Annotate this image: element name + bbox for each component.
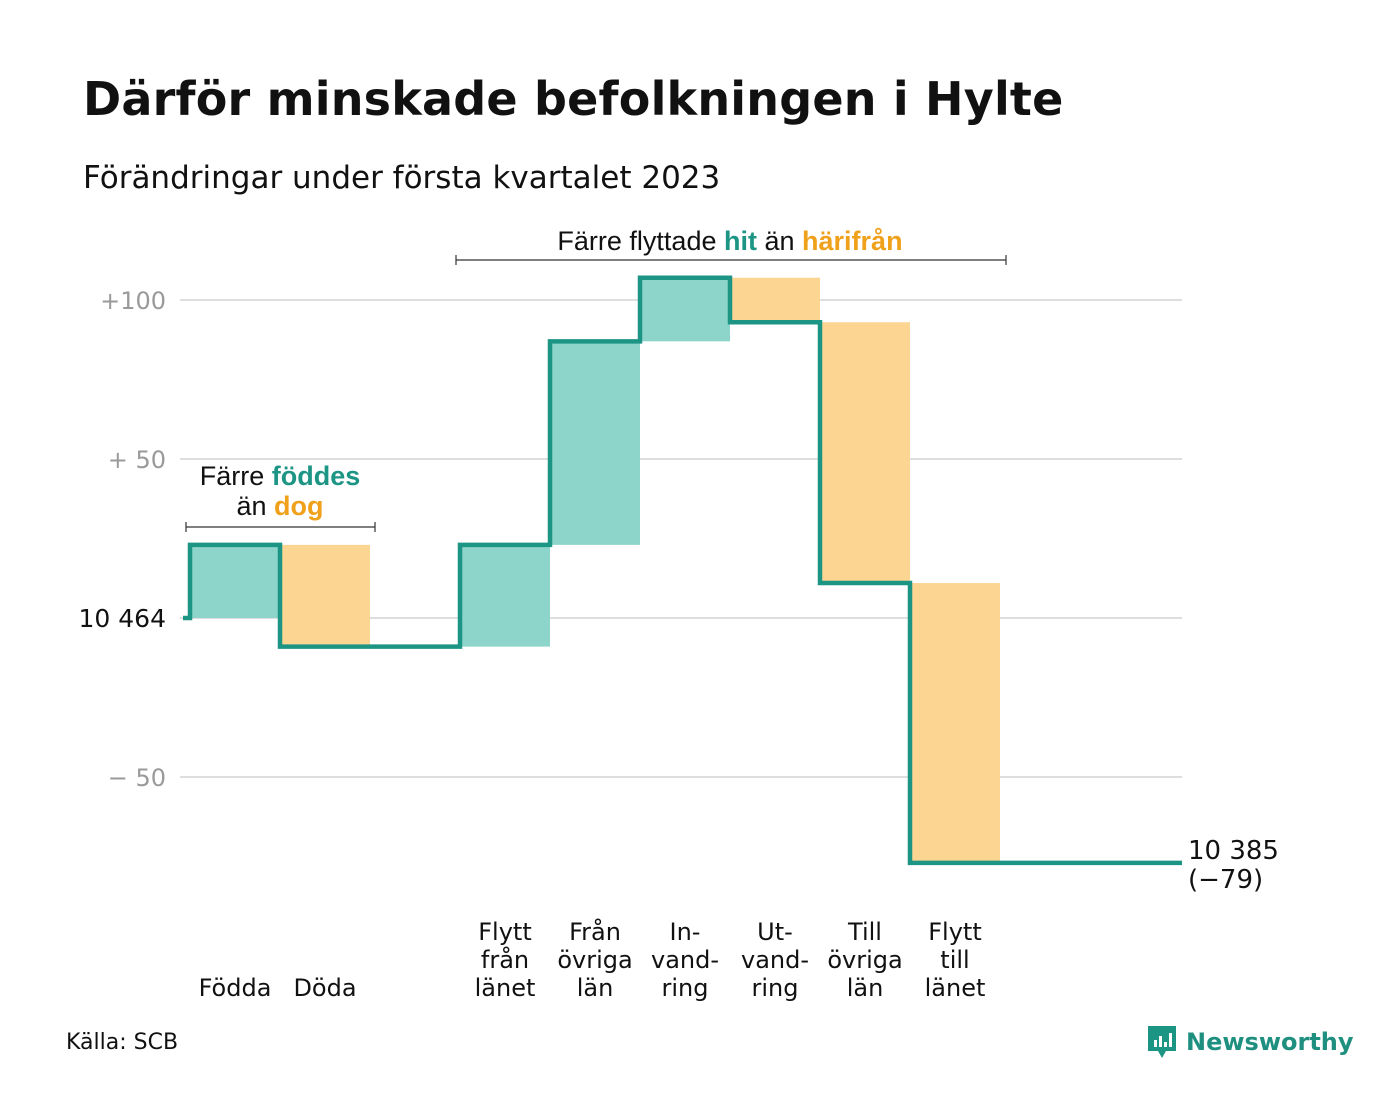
migration-annotation: Färre flyttade hit än härifrån: [557, 226, 902, 256]
end-value-label: 10 385(−79): [1188, 836, 1279, 895]
x-axis-label: Från: [569, 917, 621, 946]
gridlines: [180, 299, 1182, 778]
migration-bracket: [455, 255, 1007, 265]
x-axis-label: länet: [475, 974, 536, 1002]
bar: [910, 583, 1000, 863]
y-tick-label: 10 464: [79, 604, 166, 633]
bar: [820, 322, 910, 584]
births-annotation-line1: Färre föddes: [200, 461, 361, 491]
bars: [190, 277, 1000, 863]
x-axis-label: Döda: [293, 974, 356, 1002]
x-axis-label: länet: [925, 974, 986, 1002]
y-tick-label: + 50: [108, 446, 166, 474]
chart-title: Därför minskade befolkningen i Hylte: [83, 72, 1064, 126]
newsworthy-logo-text: Newsworthy: [1186, 1028, 1354, 1056]
x-axis-label: till: [940, 946, 969, 974]
source-note: Källa: SCB: [66, 1030, 179, 1055]
x-axis-label: Flytt: [478, 918, 532, 946]
x-axis-label: Ut-: [757, 918, 793, 946]
newsworthy-logo-icon: [1148, 1026, 1176, 1058]
x-axis-label: ring: [752, 974, 799, 1002]
x-axis-label: In-: [670, 918, 701, 946]
x-axis-label: län: [847, 974, 884, 1002]
x-axis-label: Födda: [199, 974, 272, 1002]
bar: [640, 277, 730, 342]
x-axis-label: Flytt: [928, 918, 982, 946]
x-axis-label: vand-: [651, 946, 719, 974]
x-axis-labels: Födda DödaFlyttfrånlänetFrånövrigalänIn-v…: [199, 917, 986, 1002]
x-axis-label: från: [481, 945, 529, 974]
cumulative-step-line: [183, 275, 1182, 866]
births-annotation-line2: än dog: [236, 491, 323, 521]
bar: [280, 544, 370, 647]
y-tick-label: − 50: [108, 764, 166, 792]
x-axis-label: övriga: [827, 946, 902, 974]
x-axis-label: län: [577, 974, 614, 1002]
bar: [190, 544, 280, 618]
x-axis-label: övriga: [557, 946, 632, 974]
x-axis-label: vand-: [741, 946, 809, 974]
y-tick-labels: +100 + 50 10 464 − 50: [79, 287, 166, 792]
x-axis-label: Till: [847, 918, 882, 946]
bar: [730, 277, 820, 323]
x-axis-label: ring: [662, 974, 709, 1002]
births-bracket: [185, 522, 376, 532]
bar: [460, 544, 550, 647]
end-value: 10 385: [1188, 836, 1279, 866]
annotations: Färre föddes än dog Färre flyttade hit ä…: [185, 226, 1007, 532]
y-tick-label: +100: [100, 287, 166, 315]
bar: [550, 341, 640, 545]
newsworthy-logo[interactable]: Newsworthy: [1146, 1024, 1354, 1060]
end-change: (−79): [1188, 865, 1263, 895]
chart-subtitle: Förändringar under första kvartalet 2023: [83, 160, 721, 196]
